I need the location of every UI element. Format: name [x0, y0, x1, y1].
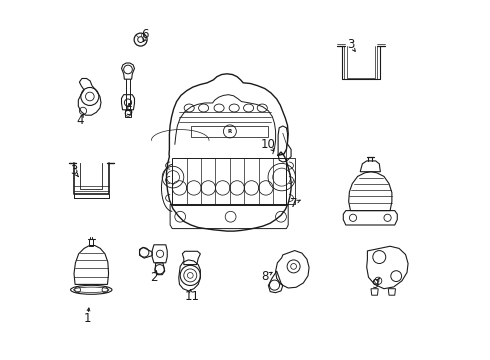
Text: 6: 6	[141, 28, 148, 41]
Text: 8: 8	[261, 270, 269, 283]
Text: 2: 2	[150, 271, 158, 284]
Text: 3: 3	[70, 165, 78, 177]
Text: 9: 9	[371, 278, 379, 291]
Text: 7: 7	[290, 197, 297, 210]
Text: R: R	[228, 129, 232, 134]
Text: 10: 10	[261, 138, 276, 151]
Text: 11: 11	[184, 291, 199, 303]
Text: 3: 3	[347, 39, 354, 51]
Text: 4: 4	[76, 114, 84, 127]
Text: 5: 5	[125, 105, 133, 118]
Text: 1: 1	[84, 312, 91, 325]
